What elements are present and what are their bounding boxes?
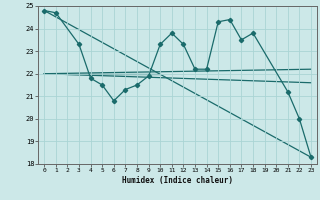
X-axis label: Humidex (Indice chaleur): Humidex (Indice chaleur) — [122, 176, 233, 185]
